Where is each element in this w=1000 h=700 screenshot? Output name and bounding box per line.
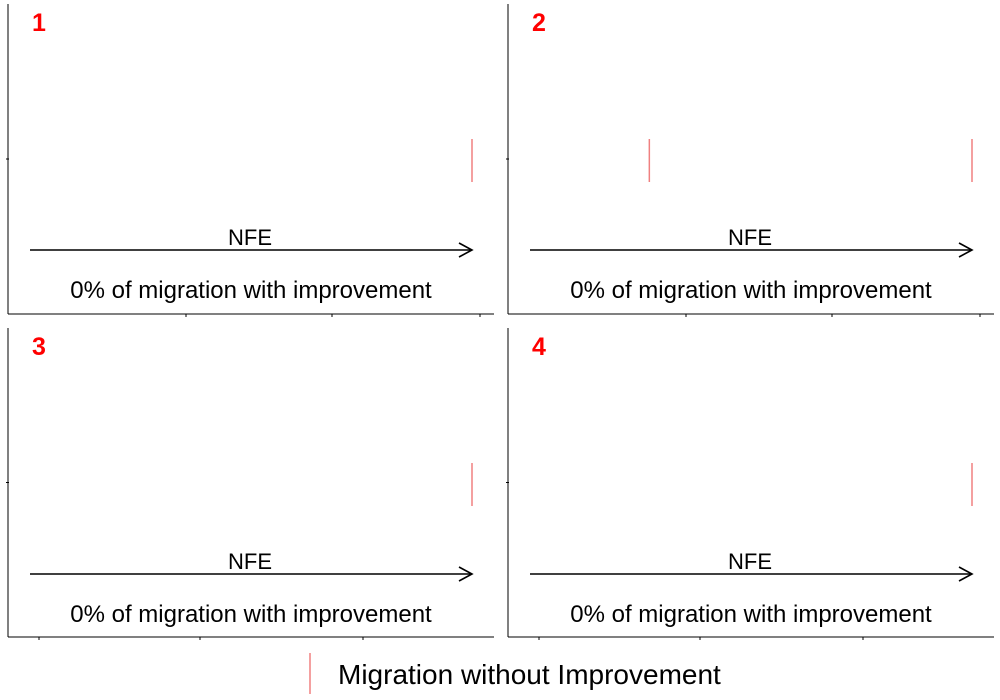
panels: 1 NFE 0% of migration with improvement 2 NFE… xyxy=(6,4,994,640)
nfe-arrowhead xyxy=(458,566,474,582)
nfe-arrowhead xyxy=(958,566,974,582)
nfe-arrowhead xyxy=(958,242,974,258)
panel-number: 2 xyxy=(532,9,546,37)
caption: 0% of migration with improvement xyxy=(70,277,432,304)
legend: Migration without Improvement xyxy=(309,653,721,694)
nfe-arrowhead xyxy=(458,242,474,258)
axis-label: NFE xyxy=(728,225,772,250)
axis-label: NFE xyxy=(728,549,772,574)
panel-number: 4 xyxy=(532,333,546,361)
panel-1: 1 NFE 0% of migration with improvement xyxy=(6,4,494,317)
legend-label: Migration without Improvement xyxy=(338,659,721,690)
axis-label: NFE xyxy=(228,225,272,250)
panel-number: 3 xyxy=(32,333,46,361)
caption: 0% of migration with improvement xyxy=(70,601,432,628)
caption: 0% of migration with improvement xyxy=(570,277,932,304)
caption: 0% of migration with improvement xyxy=(570,601,932,628)
panel-number: 1 xyxy=(32,9,46,37)
panel-2: 2 NFE 0% of migration with improvement xyxy=(506,4,994,317)
panel-3: 3 NFE 0% of migration with improvement xyxy=(6,328,494,640)
axis-label: NFE xyxy=(228,549,272,574)
panel-4: 4 NFE 0% of migration with improvement xyxy=(506,328,994,640)
